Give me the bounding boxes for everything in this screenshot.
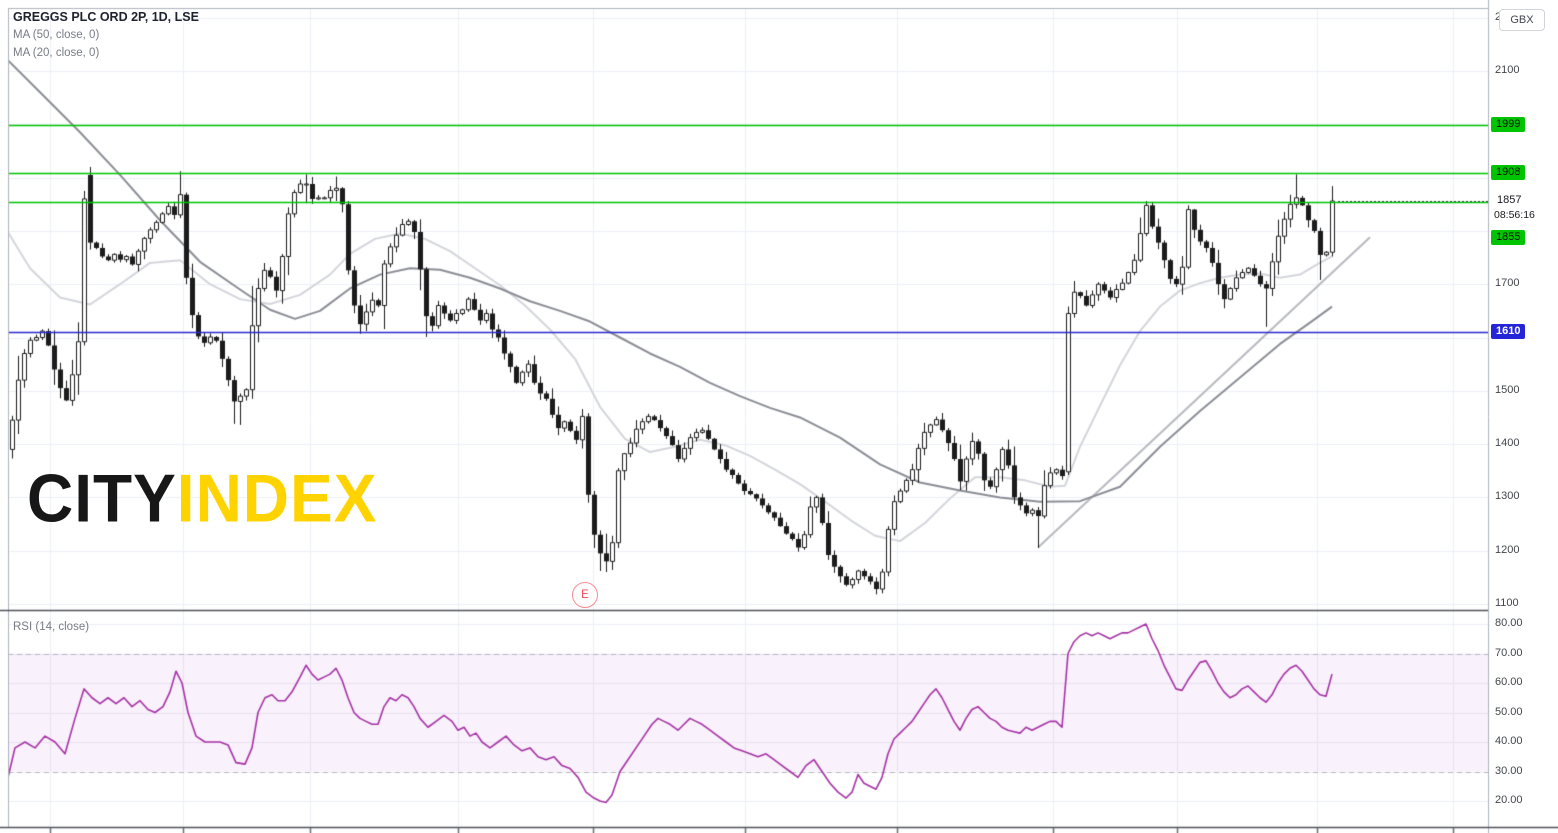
price-tick-label: 1400	[1495, 437, 1520, 449]
level-price-badge[interactable]: 1855	[1491, 230, 1526, 245]
price-axis[interactable]: 2200210017001500140013001200110080.0070.…	[1488, 0, 1558, 833]
level-price-badge[interactable]: 1908	[1491, 165, 1526, 180]
rsi-tick-label: 40.00	[1495, 735, 1523, 747]
rsi-tick-label: 30.00	[1495, 765, 1523, 777]
price-tick-label: 1700	[1495, 277, 1520, 289]
symbol-title: GREGGS PLC ORD 2P, 1D, LSE	[13, 10, 199, 24]
ma20-legend[interactable]: MA (20, close, 0)	[13, 47, 100, 59]
price-tick-label: 1200	[1495, 544, 1520, 556]
rsi-tick-label: 50.00	[1495, 706, 1523, 718]
cityindex-logo: CITYINDEX	[27, 460, 377, 536]
level-price-badge[interactable]: 1999	[1491, 117, 1526, 132]
logo-index-text: INDEX	[176, 459, 378, 537]
rsi-tick-label: 70.00	[1495, 647, 1523, 659]
price-tick-label: 1300	[1495, 490, 1520, 502]
logo-city-text: CITY	[27, 459, 177, 537]
ma50-legend[interactable]: MA (50, close, 0)	[13, 29, 100, 41]
price-tick-label: 2100	[1495, 64, 1520, 76]
rsi-tick-label: 80.00	[1495, 617, 1523, 629]
currency-toggle-button[interactable]: GBX	[1499, 9, 1545, 31]
earnings-event-marker[interactable]: E	[572, 582, 598, 608]
price-tick-label: 1500	[1495, 384, 1520, 396]
rsi-tick-label: 60.00	[1495, 676, 1523, 688]
rsi-indicator-label[interactable]: RSI (14, close)	[13, 621, 90, 633]
chart-legend: GREGGS PLC ORD 2P, 1D, LSE MA (50, close…	[13, 8, 199, 62]
price-tick-label: 1100	[1495, 597, 1519, 609]
bar-countdown-timer: 08:56:16	[1492, 209, 1537, 221]
last-price-label: 1857	[1495, 194, 1524, 206]
rsi-tick-label: 20.00	[1495, 794, 1523, 806]
level-price-badge[interactable]: 1610	[1491, 324, 1526, 339]
